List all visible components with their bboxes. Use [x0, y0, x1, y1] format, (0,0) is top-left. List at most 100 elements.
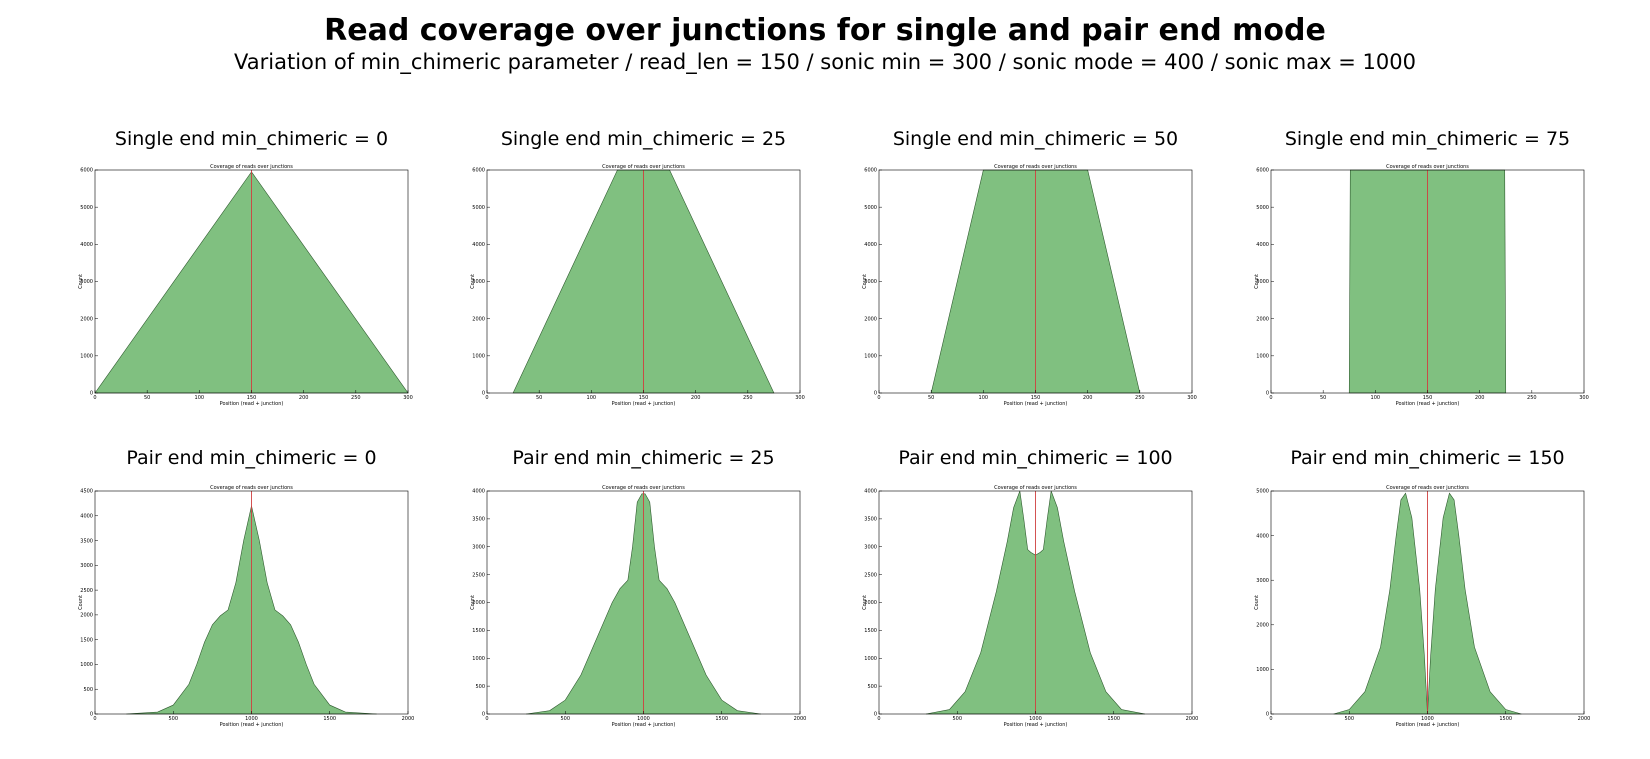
- y-axis-label: Count: [1254, 595, 1260, 610]
- y-axis-label: Count: [1254, 274, 1260, 289]
- x-tick-label: 1000: [1029, 716, 1042, 722]
- y-tick-label: 4000: [80, 513, 93, 519]
- panel-title: Single end min_chimeric = 0: [114, 128, 389, 150]
- x-tick-label: 250: [1135, 395, 1145, 401]
- y-tick-label: 4000: [864, 489, 877, 495]
- x-tick-label: 1500: [1107, 716, 1120, 722]
- y-tick-label: 500: [83, 687, 93, 693]
- x-tick-label: 200: [299, 395, 309, 401]
- y-tick-label: 3000: [472, 279, 485, 285]
- x-tick-label: 1000: [637, 716, 650, 722]
- y-tick-label: 500: [475, 684, 485, 690]
- x-tick-label: 100: [195, 395, 205, 401]
- y-tick-label: 6000: [472, 168, 485, 174]
- x-tick-label: 250: [351, 395, 361, 401]
- x-tick-label: 500: [1344, 716, 1354, 722]
- y-tick-label: 1000: [80, 662, 93, 668]
- y-tick-label: 6000: [864, 168, 877, 174]
- panel-title: Single end min_chimeric = 25: [500, 128, 787, 150]
- x-axis-label: Position (read + junction): [1004, 722, 1068, 728]
- x-tick-label: 0: [93, 716, 96, 722]
- inner-chart-title: Coverage of reads over junctions: [994, 485, 1077, 491]
- y-tick-label: 1000: [472, 656, 485, 662]
- x-axis-label: Position (read + junction): [612, 401, 676, 407]
- x-tick-label: 150: [1031, 395, 1041, 401]
- inner-chart-title: Coverage of reads over junctions: [210, 485, 293, 491]
- x-tick-label: 200: [1475, 395, 1485, 401]
- y-tick-label: 0: [90, 391, 93, 397]
- y-tick-label: 5000: [80, 205, 93, 211]
- y-tick-label: 0: [90, 712, 93, 718]
- y-tick-label: 1000: [864, 354, 877, 360]
- figure-title: Read coverage over junctions for single …: [324, 13, 1326, 48]
- x-tick-label: 2000: [402, 716, 415, 722]
- y-tick-label: 3000: [1256, 279, 1269, 285]
- y-tick-label: 3000: [80, 563, 93, 569]
- y-tick-label: 4000: [472, 242, 485, 248]
- panel-title: Pair end min_chimeric = 0: [126, 447, 377, 469]
- y-tick-label: 2000: [80, 316, 93, 322]
- y-tick-label: 1000: [1256, 354, 1269, 360]
- x-tick-label: 50: [144, 395, 150, 401]
- y-tick-label: 3000: [472, 544, 485, 550]
- y-tick-label: 5000: [1256, 205, 1269, 211]
- y-tick-label: 2000: [1256, 623, 1269, 629]
- x-axis-label: Position (read + junction): [1004, 401, 1068, 407]
- y-tick-label: 2000: [80, 613, 93, 619]
- y-tick-label: 1500: [80, 637, 93, 643]
- inner-chart-title: Coverage of reads over junctions: [210, 164, 293, 170]
- x-axis-label: Position (read + junction): [220, 401, 284, 407]
- y-tick-label: 1000: [472, 354, 485, 360]
- x-axis-label: Position (read + junction): [612, 722, 676, 728]
- x-tick-label: 0: [1269, 716, 1272, 722]
- y-tick-label: 4000: [1256, 533, 1269, 539]
- y-tick-label: 3000: [864, 544, 877, 550]
- x-tick-label: 150: [247, 395, 257, 401]
- chart-panel: 0 500 1000 1500 2000 0 500 1000 1500 2000 2500 3000…: [470, 485, 806, 728]
- y-tick-label: 2000: [472, 600, 485, 606]
- x-tick-label: 100: [587, 395, 597, 401]
- y-tick-label: 3500: [472, 517, 485, 523]
- x-tick-label: 0: [485, 395, 488, 401]
- y-tick-label: 2000: [1256, 316, 1269, 322]
- x-axis-label: Position (read + junction): [220, 722, 284, 728]
- y-axis-label: Count: [78, 274, 84, 289]
- y-tick-label: 2000: [864, 316, 877, 322]
- chart-panel: 0 50 100 150 200 250 3000100020003000400050006…: [78, 164, 413, 407]
- y-tick-label: 0: [1266, 391, 1269, 397]
- y-axis-label: Count: [78, 595, 84, 610]
- y-tick-label: 4000: [80, 242, 93, 248]
- y-tick-label: 0: [482, 391, 485, 397]
- panel-title: Single end min_chimeric = 50: [892, 128, 1179, 150]
- x-tick-label: 300: [1187, 395, 1197, 401]
- inner-chart-title: Coverage of reads over junctions: [1386, 485, 1469, 491]
- chart-panel: 0 50 100 150 200 250 3000100020003000400050006…: [470, 164, 805, 407]
- figure-subtitle: Variation of min_chimeric parameter / re…: [234, 50, 1416, 74]
- y-tick-label: 1500: [864, 628, 877, 634]
- inner-chart-title: Coverage of reads over junctions: [602, 164, 685, 170]
- x-axis-label: Position (read + junction): [1396, 401, 1460, 407]
- y-tick-label: 5000: [1256, 489, 1269, 495]
- y-tick-label: 4500: [80, 489, 93, 495]
- y-tick-label: 2500: [472, 572, 485, 578]
- y-tick-label: 2500: [80, 588, 93, 594]
- chart-panel: 0 50 100 150 200 250 3000100020003000400050006…: [1254, 164, 1589, 407]
- y-tick-label: 1000: [80, 354, 93, 360]
- y-tick-label: 0: [874, 391, 877, 397]
- y-tick-label: 0: [1266, 712, 1269, 718]
- inner-chart-title: Coverage of reads over junctions: [602, 485, 685, 491]
- x-tick-label: 150: [1423, 395, 1433, 401]
- x-tick-label: 100: [979, 395, 989, 401]
- y-tick-label: 4000: [864, 242, 877, 248]
- chart-panel: 0 500 1000 1500 2000 0 1000 2000 3000 4000 5000 Cov…: [1254, 485, 1590, 728]
- y-tick-label: 3500: [80, 538, 93, 544]
- y-tick-label: 500: [867, 684, 877, 690]
- x-tick-label: 1500: [323, 716, 336, 722]
- coverage-area: [1333, 492, 1522, 715]
- y-tick-label: 2500: [864, 572, 877, 578]
- x-tick-label: 1500: [715, 716, 728, 722]
- x-tick-label: 50: [928, 395, 934, 401]
- y-axis-label: Count: [862, 595, 868, 610]
- y-axis-label: Count: [470, 274, 476, 289]
- x-tick-label: 250: [1527, 395, 1537, 401]
